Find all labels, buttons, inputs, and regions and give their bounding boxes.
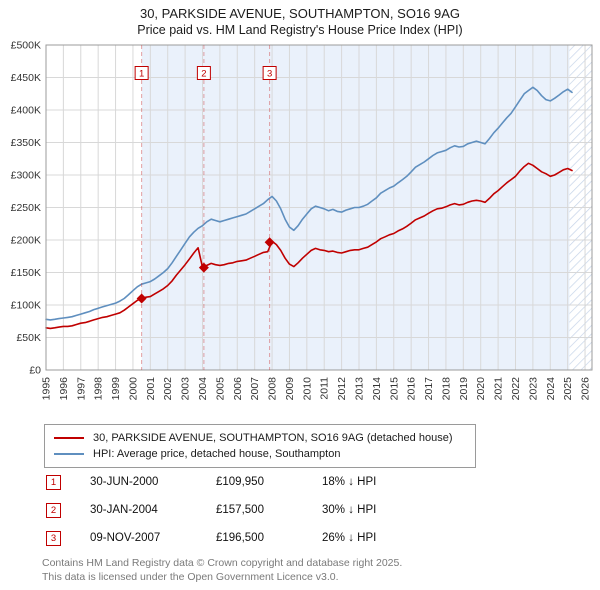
property-price-line: [45, 162, 573, 330]
x-axis-label: 2018: [440, 377, 452, 401]
x-axis-label: 1996: [58, 377, 70, 401]
y-axis-label: £0: [29, 365, 41, 377]
sale-number-marker-label: 1: [139, 69, 144, 80]
sale-number-badge: 2: [46, 502, 61, 518]
x-axis-label: 1997: [75, 377, 87, 401]
x-axis-label: 2002: [162, 377, 174, 401]
sale-number-badge: 3: [46, 530, 61, 546]
sales-table: 1 30-JUN-2000 £109,950 18% ↓ HPI 2 30-JA…: [46, 474, 566, 559]
sale-point-diamond: [264, 237, 275, 248]
sale-hpi-diff: 26% ↓ HPI: [322, 532, 377, 544]
chart-legend: 30, PARKSIDE AVENUE, SOUTHAMPTON, SO16 9…: [44, 424, 476, 468]
x-axis-label: 1999: [110, 377, 122, 401]
x-axis-label: 2025: [562, 377, 574, 401]
sale-number-marker-label: 3: [267, 69, 272, 80]
x-axis-label: 2013: [353, 377, 365, 401]
sale-number-marker: [134, 66, 149, 80]
license-footer: Contains HM Land Registry data © Crown c…: [42, 557, 592, 585]
legend-label-property: 30, PARKSIDE AVENUE, SOUTHAMPTON, SO16 9…: [93, 432, 453, 444]
x-axis-label: 2011: [319, 377, 331, 400]
y-axis-label: £500K: [11, 40, 41, 52]
sale-point-diamond: [198, 262, 209, 273]
sale-date: 30-JAN-2004: [90, 504, 158, 516]
legend-item-hpi: HPI: Average price, detached house, Sout…: [54, 446, 466, 462]
sale-hpi-diff: 18% ↓ HPI: [322, 476, 377, 488]
y-axis-label: £250K: [11, 202, 41, 214]
page-title: 30, PARKSIDE AVENUE, SOUTHAMPTON, SO16 9…: [139, 6, 461, 21]
sale-row-2: 2 30-JAN-2004 £157,500 30% ↓ HPI: [46, 502, 566, 518]
page-subtitle: Price paid vs. HM Land Registry's House …: [137, 23, 463, 37]
y-axis-label: £100K: [11, 300, 41, 312]
x-axis-label: 2007: [249, 377, 261, 401]
legend-item-property: 30, PARKSIDE AVENUE, SOUTHAMPTON, SO16 9…: [54, 430, 466, 446]
x-axis-label: 2019: [458, 377, 470, 401]
sale-row-1: 1 30-JUN-2000 £109,950 18% ↓ HPI: [46, 474, 566, 490]
property-line-swatch: [54, 437, 84, 439]
x-axis-label: 2006: [232, 377, 244, 401]
x-axis-label: 2008: [267, 377, 279, 401]
y-axis-label: £50K: [16, 332, 41, 344]
sale-row-3: 3 09-NOV-2007 £196,500 26% ↓ HPI: [46, 530, 566, 546]
footer-line-2: This data is licensed under the Open Gov…: [42, 570, 339, 583]
hpi-line-swatch: [54, 453, 84, 455]
x-axis-label: 2010: [301, 377, 313, 401]
x-axis-label: 2000: [127, 377, 139, 401]
x-axis-label: 2014: [371, 377, 383, 401]
x-axis-label: 2022: [510, 377, 522, 401]
x-axis-label: 2009: [284, 377, 296, 401]
y-axis-label: £400K: [11, 105, 41, 117]
x-axis-label: 2024: [545, 377, 557, 401]
price-chart: 1 2 3 £0 £50K £100K £150K £200K £250K £300K £350K £…: [11, 40, 593, 401]
sale-date: 09-NOV-2007: [90, 532, 161, 544]
legend-label-hpi: HPI: Average price, detached house, Sout…: [93, 448, 341, 460]
x-axis-label: 2021: [493, 377, 505, 401]
sale-number-badge: 1: [46, 474, 61, 490]
sale-price: £109,950: [216, 476, 264, 488]
sale-hpi-diff: 30% ↓ HPI: [322, 504, 377, 516]
x-axis-label: 2017: [423, 377, 435, 401]
plot-border: [45, 44, 593, 371]
x-axis-label: 2023: [527, 377, 539, 401]
sale-price: £196,500: [216, 532, 264, 544]
x-axis-label: 2026: [580, 377, 592, 401]
y-axis-label: £350K: [11, 137, 41, 149]
x-axis-label: 2005: [214, 377, 226, 401]
sale-number-marker: [262, 66, 277, 80]
x-axis-label: 1998: [93, 377, 105, 401]
x-axis-label: 2020: [475, 377, 487, 401]
y-axis-label: £450K: [11, 72, 41, 84]
sale-number-marker: [196, 66, 211, 80]
sale-point-diamond: [136, 293, 147, 304]
y-axis-label: £300K: [11, 170, 41, 182]
x-axis-label: 2012: [336, 377, 348, 401]
x-axis-label: 2015: [388, 377, 400, 401]
x-axis-label: 2001: [145, 377, 157, 401]
y-axis-label: £150K: [11, 267, 41, 279]
x-axis-label: 2004: [197, 377, 209, 401]
x-axis-label: 2003: [180, 377, 192, 401]
hpi-line: [45, 86, 573, 321]
y-axis-label: £200K: [11, 235, 41, 247]
sale-date: 30-JUN-2000: [90, 476, 159, 488]
x-axis-label: 2016: [406, 377, 418, 401]
footer-line-1: Contains HM Land Registry data © Crown c…: [42, 557, 403, 569]
sale-price: £157,500: [216, 504, 264, 516]
x-axis-label: 1995: [41, 377, 53, 401]
sale-number-marker-label: 2: [201, 69, 206, 80]
